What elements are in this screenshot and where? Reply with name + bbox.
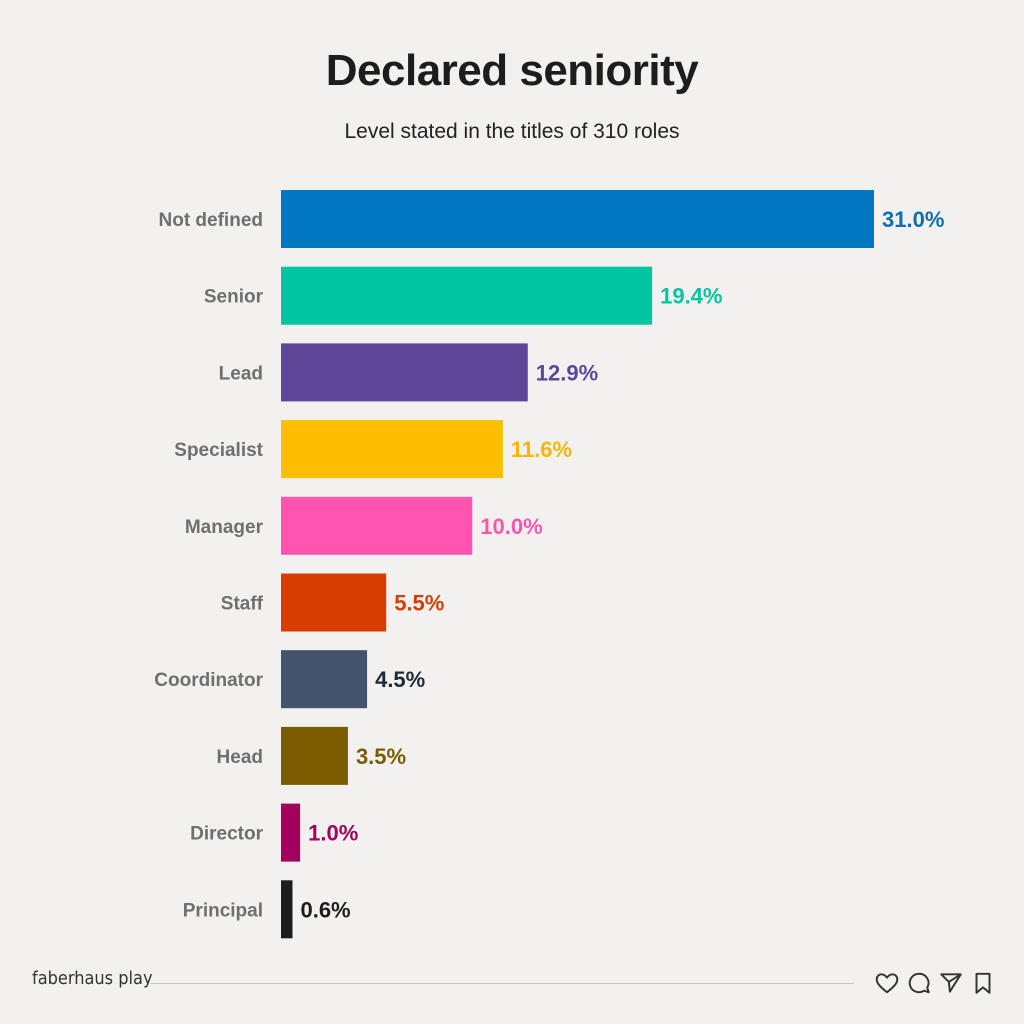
value-label-coordinator: 4.5%	[375, 667, 425, 692]
bar-head	[281, 726, 348, 785]
comment-icon[interactable]	[906, 970, 932, 996]
category-label-manager: Manager	[185, 517, 264, 538]
bar-specialist	[281, 420, 503, 479]
category-label-coordinator: Coordinator	[154, 670, 263, 691]
footer-divider	[150, 983, 854, 984]
bar-staff	[281, 573, 387, 632]
value-label-head: 3.5%	[356, 744, 406, 769]
bar-director	[281, 803, 301, 862]
send-icon[interactable]	[938, 970, 964, 996]
heart-icon[interactable]	[874, 970, 900, 996]
chart-subtitle: Level stated in the titles of 310 roles	[344, 120, 680, 143]
category-label-lead: Lead	[219, 363, 263, 384]
value-label-lead: 12.9%	[536, 360, 598, 385]
bar-coordinator	[281, 650, 368, 709]
value-label-not-defined: 31.0%	[882, 207, 944, 232]
brand-label: faberhaus play	[32, 968, 153, 989]
category-label-head: Head	[217, 747, 263, 768]
category-label-principal: Principal	[183, 900, 263, 921]
category-label-specialist: Specialist	[174, 440, 263, 461]
bar-senior	[281, 266, 653, 325]
bar-not-defined	[281, 190, 874, 248]
value-label-director: 1.0%	[308, 821, 358, 846]
bar-chart: Not defined 31.0% Senior 19.4% Lead 12.9% Spec…	[154, 190, 944, 939]
value-label-staff: 5.5%	[394, 591, 444, 616]
bookmark-icon[interactable]	[970, 970, 996, 996]
category-label-staff: Staff	[221, 594, 264, 615]
bar-manager	[281, 496, 473, 555]
action-icons	[874, 970, 996, 996]
category-label-director: Director	[190, 824, 263, 845]
category-label-not-defined: Not defined	[159, 210, 264, 231]
value-label-specialist: 11.6%	[511, 437, 572, 462]
category-label-senior: Senior	[204, 287, 264, 308]
value-label-senior: 19.4%	[660, 284, 722, 309]
bar-lead	[281, 343, 528, 402]
chart-title: Declared seniority	[325, 46, 699, 95]
value-label-principal: 0.6%	[300, 897, 350, 922]
bar-principal	[281, 880, 293, 939]
value-label-manager: 10.0%	[480, 514, 542, 539]
